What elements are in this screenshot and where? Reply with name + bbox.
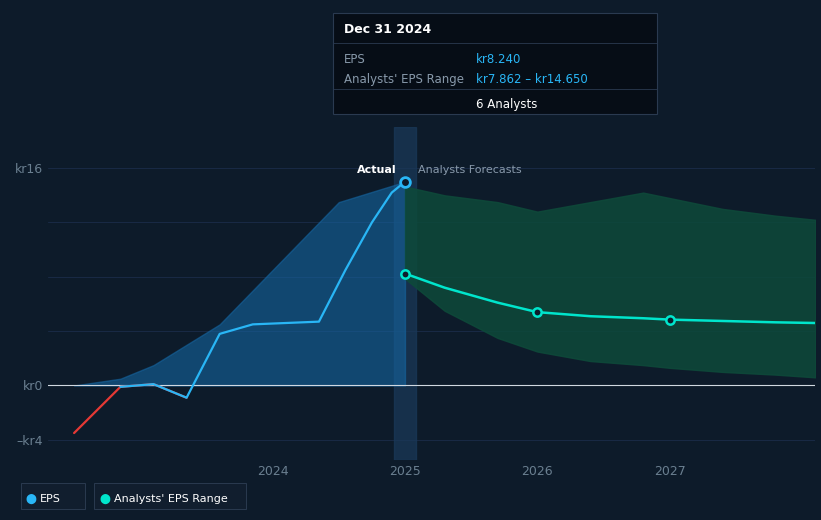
Text: 6 Analysts: 6 Analysts: [476, 98, 538, 111]
Bar: [394, 127, 415, 460]
Text: Analysts Forecasts: Analysts Forecasts: [418, 165, 522, 175]
Text: ⬤: ⬤: [25, 494, 36, 504]
Text: Analysts' EPS Range: Analysts' EPS Range: [114, 495, 228, 504]
Text: ⬤: ⬤: [99, 494, 110, 504]
Text: kr8.240: kr8.240: [476, 53, 521, 66]
Text: Actual: Actual: [357, 165, 397, 175]
Text: kr7.862 – kr14.650: kr7.862 – kr14.650: [476, 73, 588, 86]
Text: EPS: EPS: [40, 495, 61, 504]
Text: Dec 31 2024: Dec 31 2024: [344, 23, 431, 36]
Text: EPS: EPS: [344, 53, 365, 66]
Text: Analysts' EPS Range: Analysts' EPS Range: [344, 73, 464, 86]
